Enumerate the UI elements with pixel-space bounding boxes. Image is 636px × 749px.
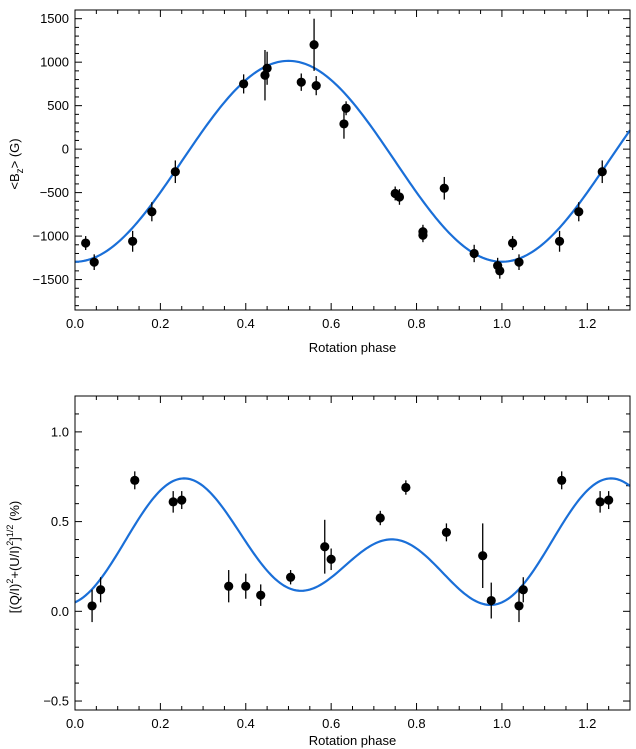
x-tick-label: 0.6 bbox=[322, 716, 340, 731]
data-point bbox=[507, 238, 518, 248]
polarization-data-points bbox=[87, 471, 614, 623]
y-axis-label: <Bz> (G) bbox=[7, 138, 25, 189]
data-point bbox=[554, 236, 565, 246]
x-tick-label: 0.0 bbox=[66, 316, 84, 331]
y-tick-label: −1000 bbox=[32, 229, 69, 244]
polarization-plot-frame bbox=[74, 395, 631, 711]
polarization-fit-curve bbox=[74, 477, 631, 607]
y-tick-label: 0.5 bbox=[51, 514, 69, 529]
data-point bbox=[168, 497, 178, 507]
x-tick-label: 0.2 bbox=[151, 716, 169, 731]
data-point bbox=[574, 207, 584, 217]
x-tick-label: 1.0 bbox=[493, 716, 511, 731]
y-label-post: > (G) bbox=[7, 138, 22, 168]
polarization-panel: 0.0 0.2 0.4 0.6 0.8 1.0 1.2 −0.5 0.0 0.5 1.0 Rota… bbox=[5, 395, 631, 748]
data-point bbox=[147, 207, 157, 217]
y-tick-label: 0.0 bbox=[51, 604, 69, 619]
data-point bbox=[262, 63, 272, 73]
data-point bbox=[439, 183, 449, 193]
data-point bbox=[401, 482, 411, 493]
x-tick-group: 0.0 0.2 0.4 0.6 0.8 1.0 1.2 bbox=[66, 10, 631, 331]
bz-data-points bbox=[81, 18, 607, 279]
y-label-part-a: [(Q/I) bbox=[7, 584, 22, 614]
y-tick-label: 0 bbox=[62, 142, 69, 157]
data-point bbox=[341, 103, 351, 113]
data-point bbox=[96, 585, 106, 595]
data-point bbox=[239, 79, 249, 89]
x-tick-label: 0.2 bbox=[151, 316, 169, 331]
y-axis-label: [(Q/I)2+(U/I)2]1/2 (%) bbox=[5, 501, 22, 614]
data-point bbox=[597, 167, 607, 177]
x-axis-label: Rotation phase bbox=[309, 340, 396, 355]
y-tick-label: 1500 bbox=[40, 11, 69, 26]
y-label-part-b: +(U/I) bbox=[7, 546, 22, 579]
y-label-sup-half: 1/2 bbox=[5, 525, 15, 538]
y-tick-group: −1500 −1000 −500 0 500 1000 1500 bbox=[32, 9, 630, 307]
data-point bbox=[81, 238, 91, 248]
data-point bbox=[285, 572, 296, 582]
y-tick-label: 1000 bbox=[40, 55, 69, 70]
y-tick-label: −1500 bbox=[32, 272, 69, 287]
data-point bbox=[604, 495, 614, 505]
y-label-part-c: ] bbox=[7, 537, 22, 541]
data-point bbox=[177, 495, 187, 505]
data-point bbox=[326, 554, 336, 564]
y-tick-label: −0.5 bbox=[43, 694, 69, 709]
x-tick-label: 0.4 bbox=[237, 316, 255, 331]
x-tick-label: 0.6 bbox=[322, 316, 340, 331]
y-label-pre: <B bbox=[7, 173, 22, 189]
bz-plot-frame bbox=[74, 9, 631, 311]
data-point bbox=[469, 248, 479, 259]
data-point bbox=[241, 581, 251, 591]
data-point bbox=[514, 601, 524, 611]
data-point bbox=[339, 119, 349, 129]
y-tick-label: 1.0 bbox=[51, 424, 69, 439]
data-point bbox=[296, 77, 306, 87]
x-tick-label: 0.8 bbox=[407, 316, 425, 331]
data-point bbox=[486, 595, 496, 606]
data-point bbox=[595, 497, 605, 507]
data-point bbox=[394, 192, 405, 202]
x-tick-group: 0.0 0.2 0.4 0.6 0.8 1.0 1.2 bbox=[66, 396, 631, 731]
data-point bbox=[224, 581, 234, 591]
data-point bbox=[89, 257, 99, 267]
data-point bbox=[170, 167, 180, 177]
data-point bbox=[128, 236, 138, 246]
x-tick-label: 1.2 bbox=[578, 716, 596, 731]
data-point bbox=[478, 551, 488, 561]
data-point bbox=[518, 585, 528, 595]
x-tick-label: 0.4 bbox=[237, 716, 255, 731]
data-point bbox=[311, 81, 321, 91]
x-tick-label: 0.8 bbox=[407, 716, 425, 731]
data-point bbox=[514, 257, 524, 267]
y-label-subscript: z bbox=[15, 168, 26, 173]
y-label-part-d: (%) bbox=[7, 501, 22, 525]
y-tick-group: −0.5 0.0 0.5 1.0 bbox=[43, 395, 630, 709]
data-point bbox=[130, 475, 140, 485]
y-tick-label: 500 bbox=[47, 98, 69, 113]
data-point bbox=[375, 513, 385, 523]
data-point bbox=[557, 475, 567, 485]
bz-fit-curve bbox=[74, 59, 631, 263]
data-point bbox=[320, 542, 330, 552]
x-tick-label: 1.2 bbox=[578, 316, 596, 331]
y-label-sup-2a: 2 bbox=[5, 579, 15, 584]
y-label-sup-2b: 2 bbox=[5, 541, 15, 546]
x-tick-label: 1.0 bbox=[493, 316, 511, 331]
data-point bbox=[309, 40, 319, 50]
x-tick-label: 0.0 bbox=[66, 716, 84, 731]
data-point bbox=[495, 266, 505, 276]
y-tick-label: −500 bbox=[40, 185, 69, 200]
x-axis-label: Rotation phase bbox=[309, 733, 396, 748]
data-point bbox=[418, 230, 428, 240]
data-point bbox=[441, 527, 452, 537]
bz-panel: 0.0 0.2 0.4 0.6 0.8 1.0 1.2 −1500 −1000 −500 0 500… bbox=[7, 9, 631, 355]
data-point bbox=[256, 590, 266, 600]
data-point bbox=[87, 601, 97, 611]
